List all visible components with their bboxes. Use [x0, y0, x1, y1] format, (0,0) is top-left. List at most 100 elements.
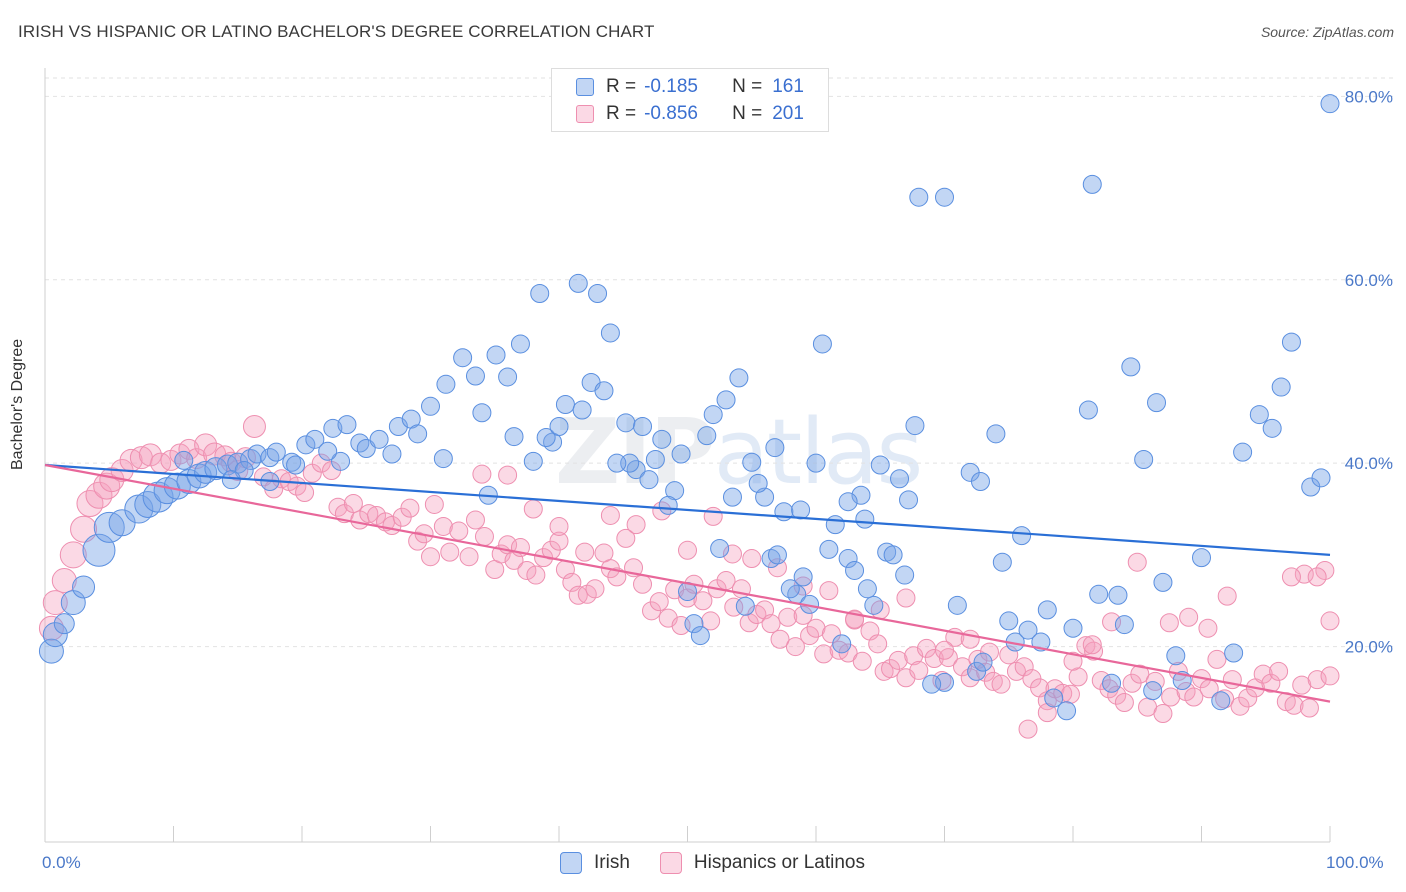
irish-point [204, 457, 228, 481]
irish-point [331, 451, 351, 471]
irish-point [973, 652, 993, 672]
hispanic-point [76, 490, 104, 518]
hispanic-point [652, 501, 672, 521]
hispanic-point [778, 607, 798, 627]
irish-point [735, 596, 755, 616]
hispanic-point [1307, 567, 1327, 587]
irish-point [870, 455, 890, 475]
hispanic-point [1145, 671, 1165, 691]
irish-point [970, 472, 990, 492]
hispanic-point [1161, 687, 1181, 707]
irish-point [838, 549, 858, 569]
irish-point [819, 539, 839, 559]
irish-point [588, 284, 608, 304]
hispanic-point [1230, 696, 1250, 716]
irish-point [266, 442, 286, 462]
hispanic-point [952, 657, 972, 677]
hispanic-point [400, 498, 420, 518]
irish-point [433, 449, 453, 469]
hispanic-point [1217, 586, 1237, 606]
hispanic-point [633, 574, 653, 594]
hispanic-legend-swatch [659, 852, 682, 874]
hispanic-point [343, 494, 363, 514]
hispanic-point [806, 618, 826, 638]
irish-point [1012, 526, 1032, 546]
hispanic-point [739, 613, 759, 633]
irish-point [883, 545, 903, 565]
irish-point [703, 405, 723, 425]
hispanic-point [1060, 684, 1080, 704]
irish-point [857, 579, 877, 599]
irish-point [986, 424, 1006, 444]
hispanic-point [838, 643, 858, 663]
irish-point [296, 435, 316, 455]
hispanic-point [703, 506, 723, 526]
hispanic-point [1238, 688, 1258, 708]
irish-point [53, 613, 75, 635]
hispanic-point [1063, 651, 1083, 671]
irish-point [523, 451, 543, 471]
chart-title: IRISH VS HISPANIC OR LATINO BACHELOR'S D… [18, 22, 655, 41]
legend-row-irish: R = -0.185 N = 161 [576, 74, 804, 100]
irish-point [639, 470, 659, 490]
irish-point [832, 634, 852, 654]
hispanic-point [1159, 613, 1179, 633]
irish-point [1147, 393, 1167, 413]
irish-point [600, 323, 620, 343]
irish-point [935, 187, 954, 207]
hispanic-point [924, 649, 944, 669]
hispanic-point [42, 590, 68, 616]
hispanic-point [770, 629, 790, 649]
irish-point [536, 427, 556, 447]
r-value: -0.185 [644, 76, 698, 97]
x-tick-label-min: 0.0% [42, 853, 81, 872]
irish-point [1224, 643, 1244, 663]
hispanic-point [693, 591, 713, 611]
r-label: R = [606, 103, 637, 124]
hispanic-point [85, 481, 113, 509]
irish-point [1153, 572, 1173, 592]
hispanic-point [1292, 675, 1312, 695]
hispanic-point [1068, 667, 1088, 687]
y-tick-label: 60.0% [1345, 271, 1393, 290]
n-value: 161 [772, 76, 804, 97]
irish-point [1211, 691, 1231, 711]
hispanic-point [1153, 704, 1173, 724]
irish-legend-label: Irish [594, 852, 630, 873]
hispanic-point [1127, 552, 1147, 572]
hispanic-point [1284, 695, 1304, 715]
hispanic-point [814, 644, 834, 664]
hispanic-point [424, 494, 444, 514]
irish-point [947, 595, 967, 615]
irish-point [498, 367, 518, 387]
hispanic-point [701, 611, 721, 631]
hispanic-point [1198, 618, 1218, 638]
irish-point [1108, 585, 1128, 605]
hispanic-point [1307, 670, 1327, 690]
hispanic-point [474, 527, 494, 547]
irish-point [658, 495, 678, 515]
irish-point [247, 444, 267, 464]
irish-point [38, 638, 64, 664]
irish-point [838, 492, 858, 512]
hispanic-point [242, 414, 266, 438]
irish-point [337, 415, 357, 435]
irish-point [806, 453, 826, 473]
irish-point [1078, 400, 1098, 420]
irish-point [42, 622, 68, 648]
irish-point [408, 424, 428, 444]
irish-point [72, 575, 96, 599]
irish-point [1311, 468, 1331, 488]
hispanic-point [1107, 685, 1127, 705]
hispanic-point [1084, 641, 1104, 661]
irish-point [142, 481, 174, 513]
hispanic-point [1082, 635, 1102, 655]
hispanic-point [440, 542, 460, 562]
hispanic-point [1320, 666, 1340, 686]
x-tick-label-max: 100.0% [1326, 853, 1384, 872]
n-value: 201 [772, 103, 804, 124]
hispanic-point [983, 671, 1003, 691]
irish-point [780, 579, 800, 599]
irish-point [530, 284, 550, 304]
irish-point [992, 552, 1012, 572]
